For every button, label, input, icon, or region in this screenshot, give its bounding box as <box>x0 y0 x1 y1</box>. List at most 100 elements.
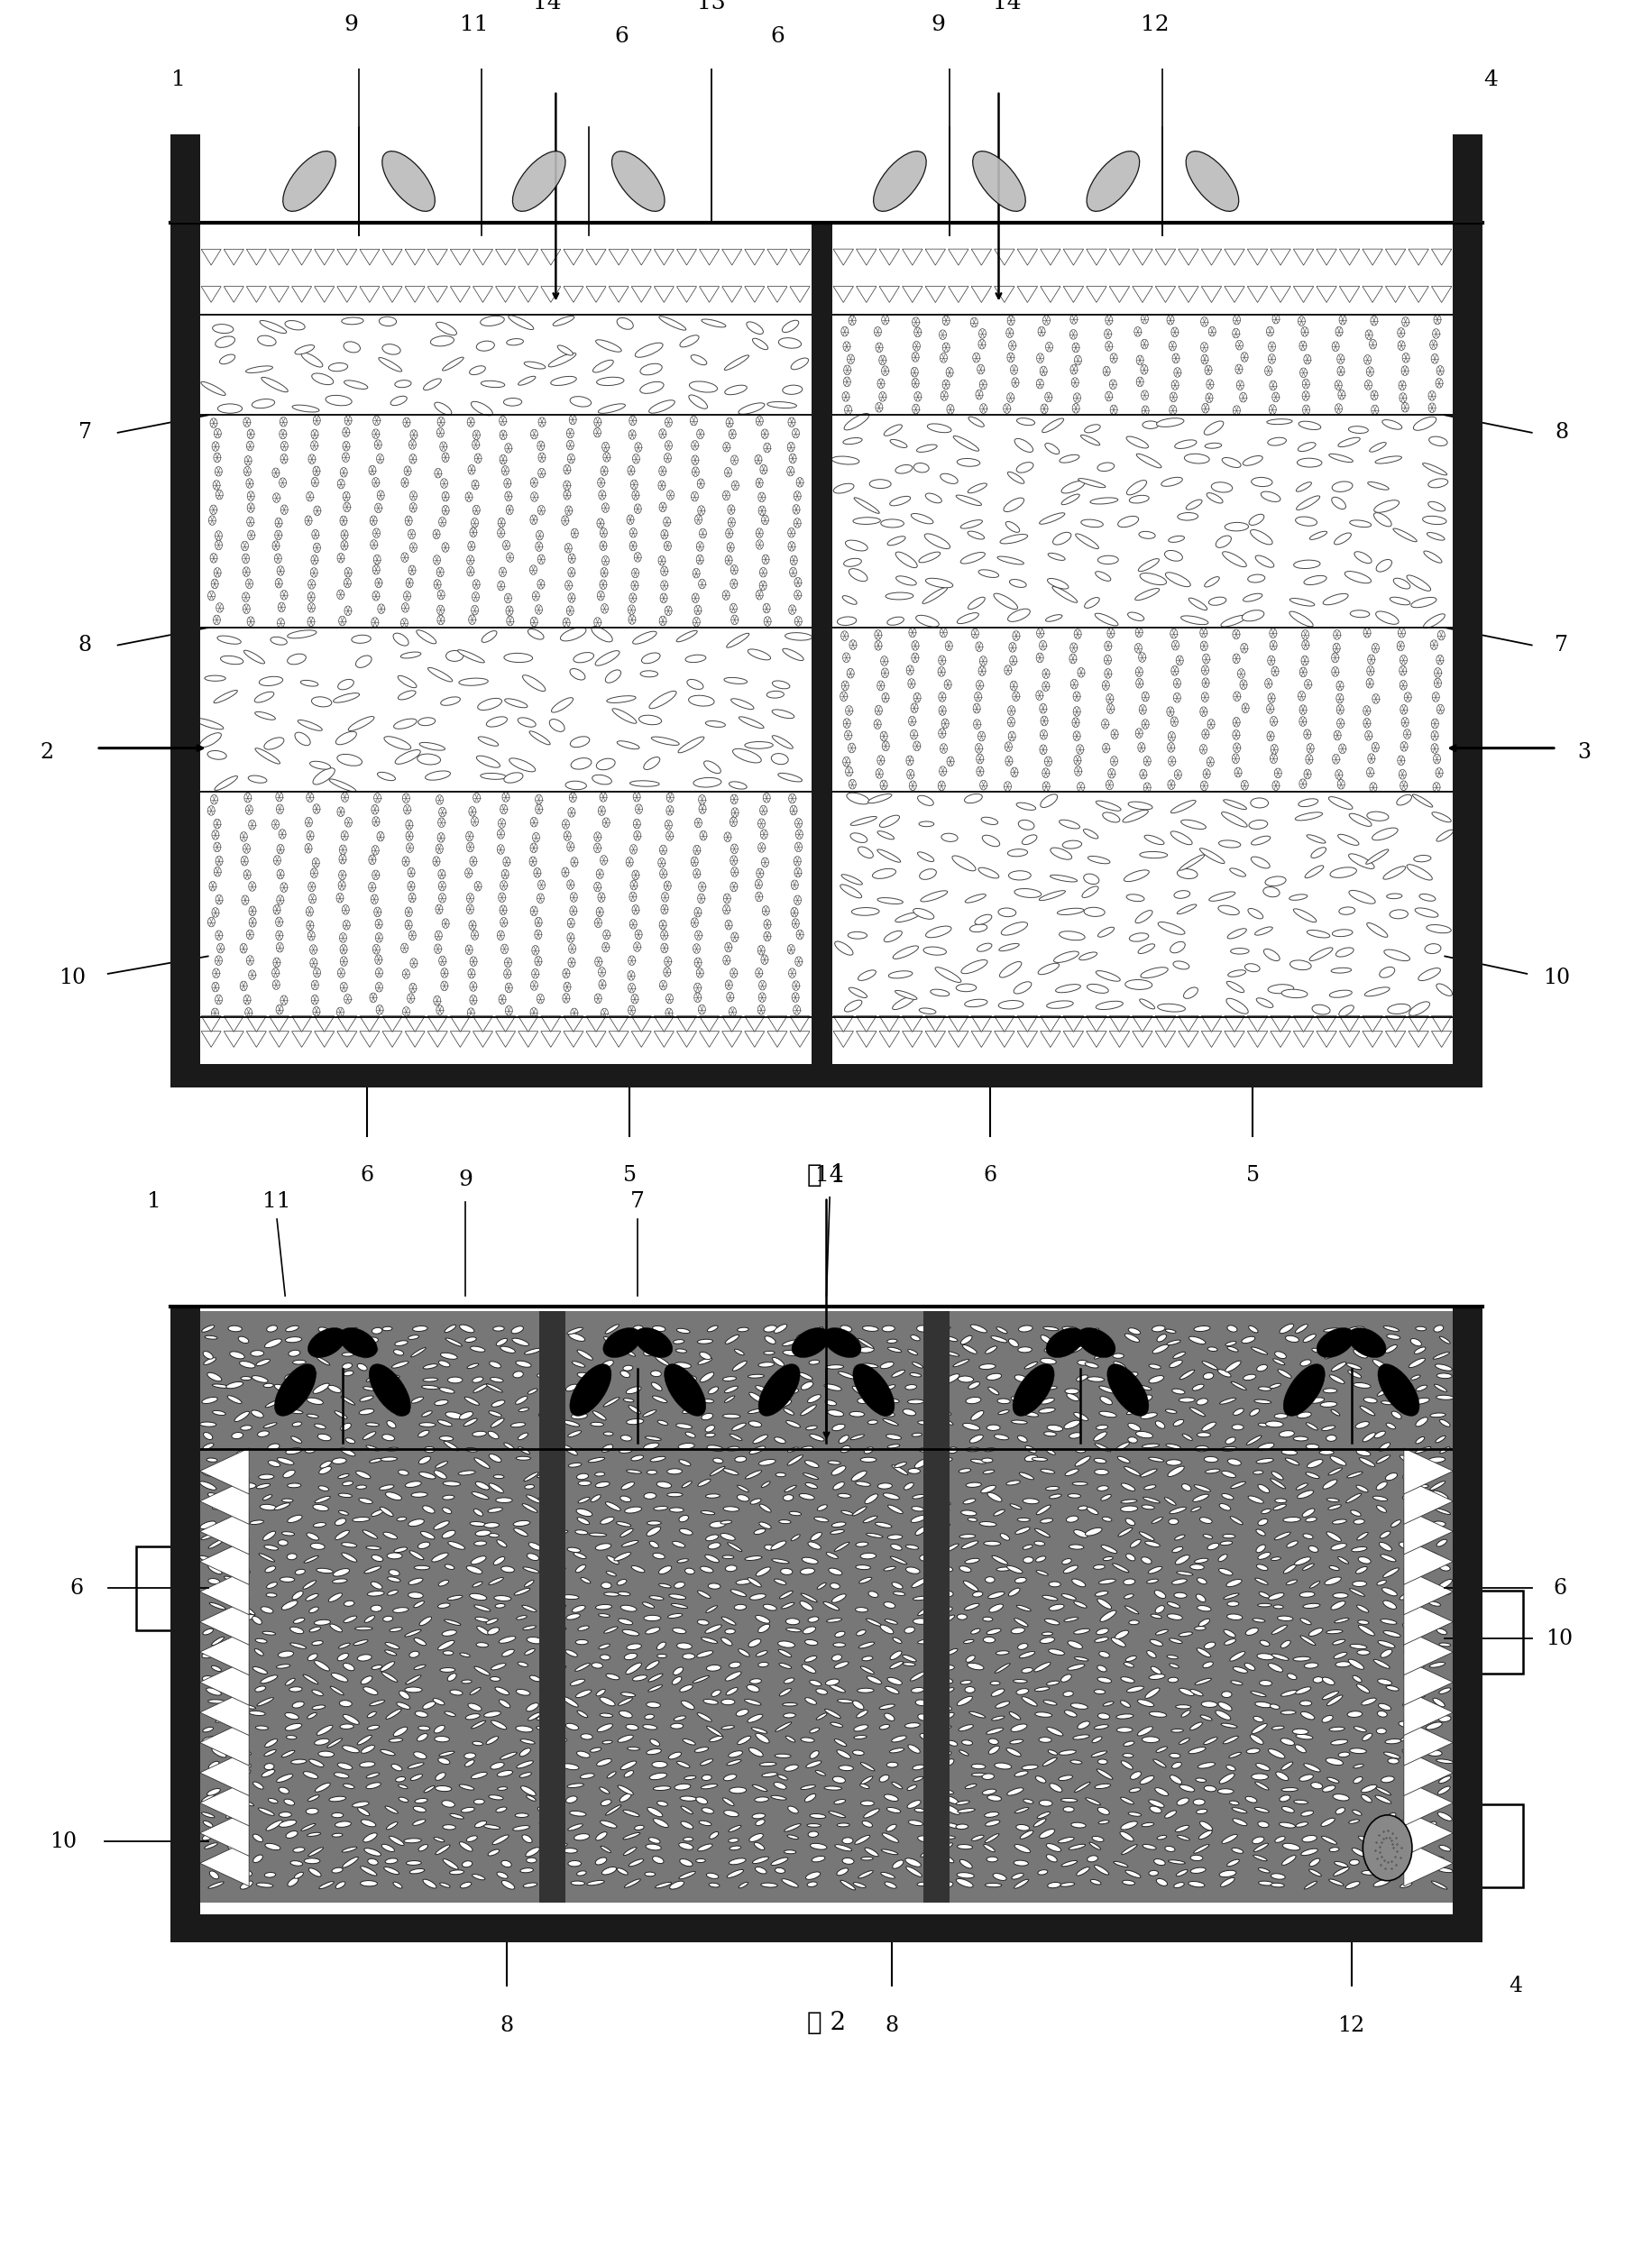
Ellipse shape <box>1168 1360 1181 1369</box>
Ellipse shape <box>938 727 945 739</box>
Ellipse shape <box>1142 406 1148 415</box>
Ellipse shape <box>1123 870 1148 881</box>
Ellipse shape <box>1014 1577 1026 1584</box>
Ellipse shape <box>722 1797 733 1806</box>
Ellipse shape <box>1272 1360 1284 1364</box>
Ellipse shape <box>1270 1557 1280 1561</box>
Ellipse shape <box>235 1412 249 1421</box>
Ellipse shape <box>472 1385 487 1394</box>
Ellipse shape <box>955 1824 968 1829</box>
Ellipse shape <box>226 1811 236 1817</box>
Polygon shape <box>496 286 515 301</box>
Ellipse shape <box>1429 1663 1444 1668</box>
Ellipse shape <box>1379 1532 1389 1539</box>
Ellipse shape <box>434 1724 444 1733</box>
Ellipse shape <box>699 795 705 804</box>
Ellipse shape <box>862 1808 879 1817</box>
Ellipse shape <box>1208 596 1226 605</box>
Ellipse shape <box>502 857 510 866</box>
Ellipse shape <box>279 428 286 440</box>
Ellipse shape <box>971 1591 983 1598</box>
Ellipse shape <box>522 1625 535 1629</box>
Ellipse shape <box>211 1856 223 1863</box>
Ellipse shape <box>1151 1518 1161 1523</box>
Ellipse shape <box>905 1867 922 1876</box>
Ellipse shape <box>1003 782 1011 791</box>
Ellipse shape <box>1267 437 1285 446</box>
Ellipse shape <box>600 793 606 802</box>
Ellipse shape <box>1074 1530 1087 1539</box>
Ellipse shape <box>659 1584 671 1588</box>
Ellipse shape <box>912 378 919 387</box>
Ellipse shape <box>1189 1690 1203 1695</box>
Ellipse shape <box>266 1582 278 1588</box>
Ellipse shape <box>676 1423 692 1428</box>
Ellipse shape <box>753 1434 768 1443</box>
Ellipse shape <box>1439 1845 1450 1851</box>
Polygon shape <box>743 1015 765 1031</box>
Ellipse shape <box>935 1704 952 1711</box>
Ellipse shape <box>403 417 410 428</box>
Ellipse shape <box>762 857 768 868</box>
Ellipse shape <box>1338 1752 1350 1756</box>
Ellipse shape <box>1431 811 1450 823</box>
Ellipse shape <box>983 1541 999 1545</box>
Ellipse shape <box>1310 1783 1322 1788</box>
Ellipse shape <box>1094 1638 1108 1643</box>
Ellipse shape <box>1426 1679 1439 1684</box>
Ellipse shape <box>1412 1398 1429 1405</box>
Ellipse shape <box>925 578 953 587</box>
Ellipse shape <box>758 492 765 501</box>
Ellipse shape <box>790 566 796 578</box>
Ellipse shape <box>195 718 223 730</box>
Ellipse shape <box>486 1385 502 1391</box>
Ellipse shape <box>1173 891 1189 897</box>
Ellipse shape <box>983 1636 995 1643</box>
Ellipse shape <box>565 1724 578 1729</box>
Ellipse shape <box>752 1813 765 1820</box>
Ellipse shape <box>434 931 441 940</box>
Ellipse shape <box>550 376 577 385</box>
Ellipse shape <box>544 1382 557 1389</box>
Polygon shape <box>1361 1015 1383 1031</box>
Ellipse shape <box>1338 390 1345 399</box>
Ellipse shape <box>1120 1761 1132 1770</box>
Ellipse shape <box>963 793 981 802</box>
Polygon shape <box>767 286 786 301</box>
Ellipse shape <box>1199 746 1206 755</box>
Ellipse shape <box>1280 1788 1297 1792</box>
Ellipse shape <box>405 1482 421 1486</box>
Ellipse shape <box>383 1532 396 1539</box>
Ellipse shape <box>395 1777 405 1781</box>
Ellipse shape <box>281 1532 294 1536</box>
Ellipse shape <box>304 1858 320 1863</box>
Ellipse shape <box>1138 852 1166 859</box>
Ellipse shape <box>998 943 1019 952</box>
Ellipse shape <box>539 1688 548 1695</box>
Ellipse shape <box>905 1568 919 1573</box>
Ellipse shape <box>494 1595 510 1600</box>
Ellipse shape <box>256 1484 269 1489</box>
Ellipse shape <box>1062 1326 1077 1330</box>
Ellipse shape <box>246 517 254 526</box>
Ellipse shape <box>312 1641 322 1645</box>
Ellipse shape <box>1090 1879 1100 1885</box>
Ellipse shape <box>960 1860 971 1867</box>
Ellipse shape <box>1325 1629 1341 1634</box>
Ellipse shape <box>1401 1820 1414 1826</box>
Ellipse shape <box>727 1543 742 1552</box>
Ellipse shape <box>1345 1881 1360 1888</box>
Ellipse shape <box>1403 730 1411 739</box>
Ellipse shape <box>515 1690 530 1695</box>
Ellipse shape <box>1095 571 1110 580</box>
Ellipse shape <box>601 555 608 566</box>
Ellipse shape <box>489 1484 504 1493</box>
Ellipse shape <box>634 1328 672 1357</box>
Ellipse shape <box>408 530 415 539</box>
Ellipse shape <box>342 492 350 501</box>
Ellipse shape <box>644 1872 654 1876</box>
Ellipse shape <box>1335 326 1341 335</box>
Ellipse shape <box>1047 1749 1057 1754</box>
Ellipse shape <box>1322 1389 1336 1394</box>
Ellipse shape <box>1112 1564 1128 1573</box>
